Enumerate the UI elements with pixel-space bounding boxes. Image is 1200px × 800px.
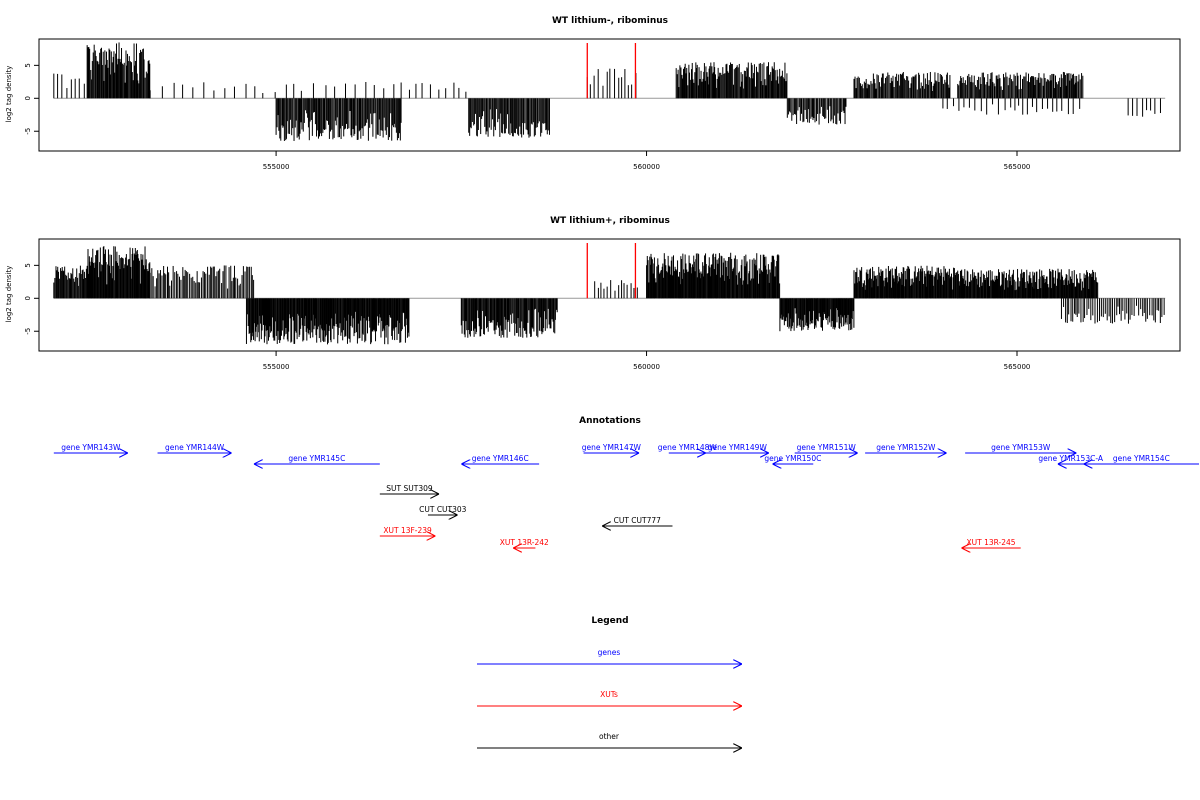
y-tick-label: -5 [24, 328, 32, 335]
y-tick-label: -5 [24, 128, 32, 135]
feature-gene: gene YMR149W [705, 443, 769, 453]
feature-label: gene YMR145C [288, 454, 345, 463]
x-tick-label: 565000 [1004, 363, 1031, 371]
feature-label: gene YMR153C-A [1038, 454, 1103, 463]
y-axis-label: log2 tag density [5, 66, 13, 123]
y-tick-label: 5 [24, 263, 32, 267]
feature-gene: gene YMR147W [582, 443, 642, 453]
x-tick-label: 555000 [263, 163, 290, 171]
feature-xut: XUT 13F-239 [379, 526, 436, 536]
x-axis: 555000 560000 565000 [263, 151, 1031, 171]
bar-group [53, 42, 1166, 141]
annotations-title: Annotations [579, 416, 641, 426]
feature-label: gene YMR154C [1113, 454, 1170, 463]
marker-group [586, 43, 637, 99]
feature-gene: gene YMR145C [253, 454, 380, 464]
y-tick-label: 0 [24, 296, 32, 300]
plot-frame [38, 238, 1181, 352]
feature-xut: XUT 13R-245 [961, 538, 1021, 548]
bar-group [53, 246, 1166, 345]
legend-panel: Legend genes XUTs other [477, 616, 742, 748]
x-tick-label: 565000 [1004, 163, 1031, 171]
feature-gene: gene YMR146C [461, 454, 540, 464]
x-tick-label: 560000 [633, 163, 660, 171]
y-axis: -5 0 5 [24, 263, 39, 335]
feature-other: CUT CUT777 [602, 516, 673, 526]
feature-xut: XUT 13R-242 [500, 538, 549, 548]
feature-other: SUT SUT309 [379, 484, 440, 494]
feature-label: gene YMR153W [991, 443, 1051, 452]
feature-label: gene YMR150C [764, 454, 821, 463]
track-panel-lithium-minus: WT lithium-, ribominus log2 tag density … [5, 16, 1181, 171]
feature-gene: gene YMR154C [1083, 454, 1199, 464]
panel-title: WT lithium-, ribominus [552, 16, 668, 26]
legend-label: other [599, 732, 620, 741]
legend-item: other [477, 732, 742, 748]
feature-label: gene YMR147W [582, 443, 642, 452]
feature-gene: gene YMR143W [53, 443, 128, 453]
feature-label: CUT CUT303 [419, 505, 467, 514]
feature-group: gene YMR143W gene YMR144W gene YMR145C gene… [53, 443, 1199, 548]
feature-gene: gene YMR148W [658, 443, 718, 453]
x-tick-label: 555000 [263, 363, 290, 371]
feature-gene: gene YMR150C [764, 454, 821, 464]
feature-gene: gene YMR153W [965, 443, 1077, 453]
legend-item: XUTs [477, 690, 742, 706]
feature-label: SUT SUT309 [386, 484, 433, 493]
legend-item: genes [477, 648, 742, 664]
y-axis: -5 0 5 [24, 63, 39, 135]
feature-label: gene YMR152W [876, 443, 936, 452]
annotations-panel: Annotations gene YMR143W gene YMR144Wgene… [53, 416, 1199, 548]
y-axis-label: log2 tag density [5, 266, 13, 323]
feature-label: XUT 13R-245 [967, 538, 1016, 547]
feature-label: gene YMR144W [165, 443, 225, 452]
feature-label: gene YMR151W [797, 443, 857, 452]
legend-label: XUTs [600, 690, 618, 699]
feature-gene: gene YMR144W [157, 443, 232, 453]
legend-items: genes XUTs other [477, 648, 742, 748]
feature-gene: gene YMR151W [794, 443, 858, 453]
plot-frame [38, 38, 1181, 152]
y-tick-label: 5 [24, 63, 32, 67]
marker-group [586, 243, 637, 299]
panel-title: WT lithium+, ribominus [550, 216, 670, 226]
x-tick-label: 560000 [633, 363, 660, 371]
feature-label: gene YMR143W [61, 443, 121, 452]
x-axis: 555000 560000 565000 [263, 351, 1031, 371]
feature-label: gene YMR146C [472, 454, 529, 463]
feature-gene: gene YMR153C-A [1038, 454, 1104, 464]
feature-label: gene YMR148W [658, 443, 718, 452]
track-panel-lithium-plus: WT lithium+, ribominus log2 tag density … [5, 216, 1181, 371]
y-tick-label: 0 [24, 96, 32, 100]
feature-gene: gene YMR152W [865, 443, 947, 453]
feature-label: XUT 13R-242 [500, 538, 549, 547]
legend-label: genes [598, 648, 621, 657]
feature-other: CUT CUT303 [419, 505, 467, 515]
feature-label: gene YMR149W [708, 443, 768, 452]
legend-title: Legend [591, 616, 628, 626]
feature-label: XUT 13F-239 [383, 526, 432, 535]
feature-label: CUT CUT777 [614, 516, 662, 525]
